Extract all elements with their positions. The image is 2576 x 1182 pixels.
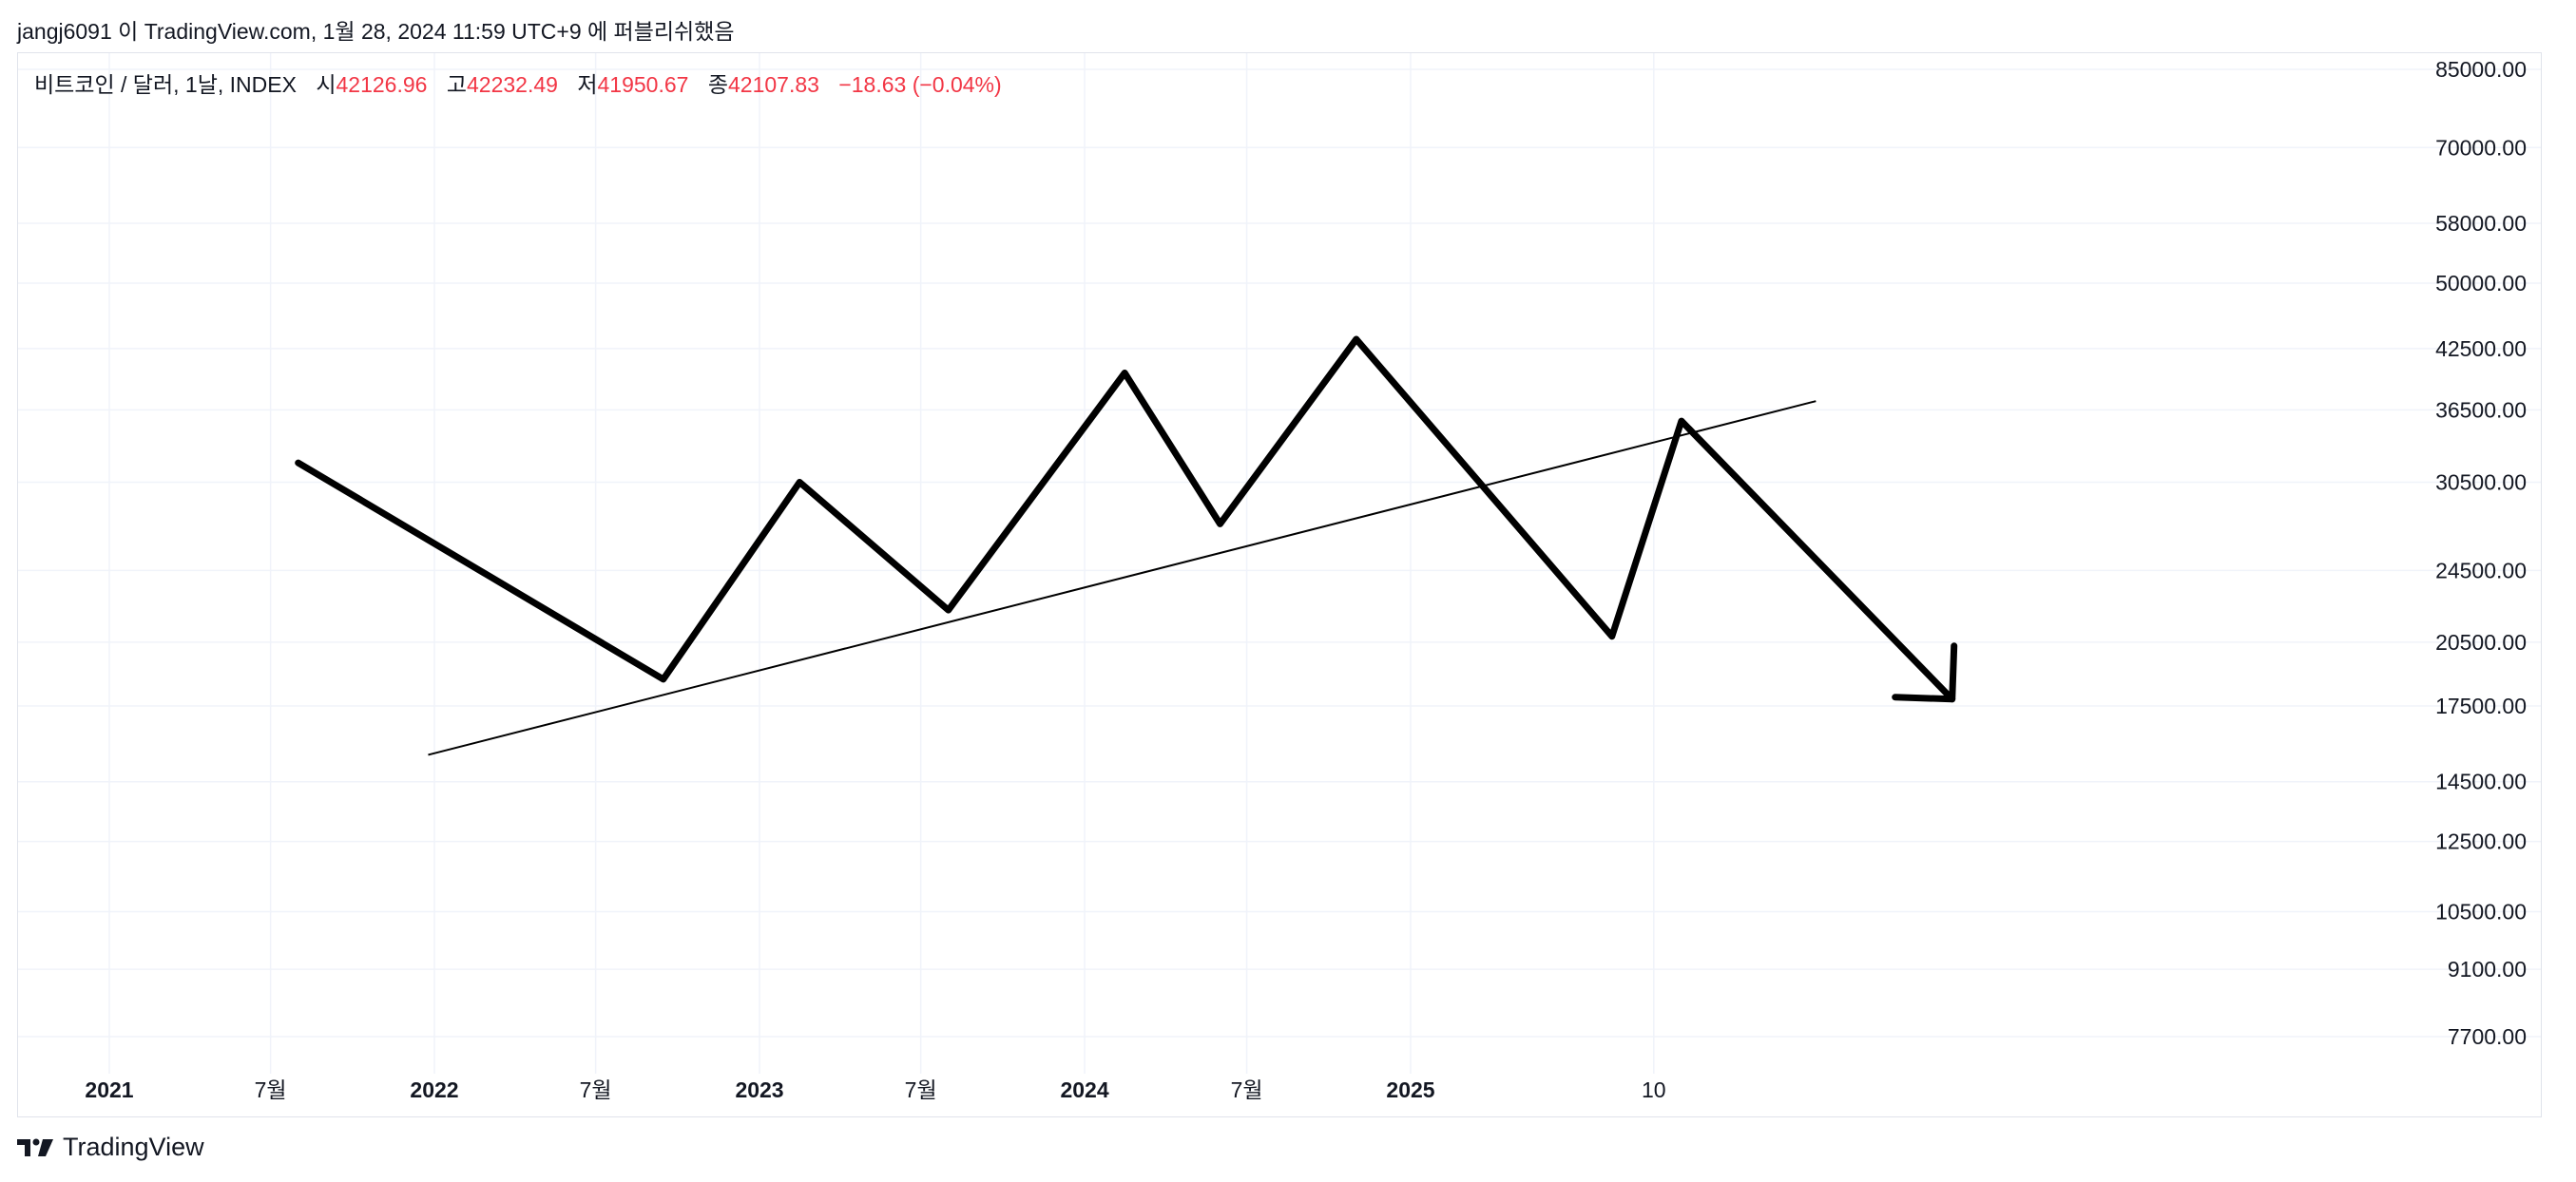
x-tick-label: 7월 xyxy=(580,1077,612,1102)
plot-border xyxy=(17,52,2542,1117)
y-tick-label: 20500.00 xyxy=(2435,630,2527,655)
y-tick-label: 12500.00 xyxy=(2435,829,2527,854)
close-value: 42107.83 xyxy=(728,72,819,97)
chart-canvas[interactable]: 2021 7월 2022 7월 2023 7월 2024 7월 2025 10 85000.00 7… xyxy=(17,52,2576,1117)
x-tick-label: 7월 xyxy=(1231,1077,1263,1102)
y-tick-label: 85000.00 xyxy=(2435,57,2527,82)
x-tick-label: 2021 xyxy=(85,1077,133,1102)
x-tick-label: 2025 xyxy=(1386,1077,1434,1102)
open-value: 42126.96 xyxy=(336,72,428,97)
y-tick-label: 36500.00 xyxy=(2435,397,2527,422)
y-tick-label: 70000.00 xyxy=(2435,135,2527,160)
tradingview-logo[interactable]: TradingView xyxy=(17,1133,204,1162)
y-tick-label: 50000.00 xyxy=(2435,271,2527,296)
symbol-legend: 비트코인 / 달러, 1날, INDEX 시42126.96 고42232.49… xyxy=(34,67,1002,99)
chart-area[interactable]: 2021 7월 2022 7월 2023 7월 2024 7월 2025 10 85000.00 7… xyxy=(17,52,2576,1117)
y-tick-label: 42500.00 xyxy=(2435,336,2527,361)
x-tick-label: 2022 xyxy=(410,1077,458,1102)
projected-path-line xyxy=(295,335,1956,703)
y-tick-label: 58000.00 xyxy=(2435,211,2527,236)
open-label: 시 xyxy=(316,72,336,97)
low-label: 저 xyxy=(577,72,598,97)
grid-lines xyxy=(17,52,2541,1074)
y-tick-label: 7700.00 xyxy=(2448,1024,2527,1049)
y-tick-label: 10500.00 xyxy=(2435,900,2527,925)
x-tick-label: 10 xyxy=(1642,1077,1666,1102)
x-tick-label: 7월 xyxy=(255,1077,287,1102)
y-tick-label: 30500.00 xyxy=(2435,469,2527,494)
y-axis: 85000.00 70000.00 58000.00 50000.00 42500.00… xyxy=(2435,57,2527,1049)
x-tick-label: 2023 xyxy=(735,1077,783,1102)
x-axis: 2021 7월 2022 7월 2023 7월 2024 7월 2025 10 xyxy=(85,1077,1665,1102)
tradingview-brand: TradingView xyxy=(63,1133,204,1161)
high-value: 42232.49 xyxy=(467,72,558,97)
trendline-layer xyxy=(428,400,1817,756)
x-tick-label: 7월 xyxy=(905,1077,937,1102)
tradingview-logo-icon xyxy=(17,1138,53,1156)
close-label: 종 xyxy=(707,72,728,97)
symbol-info: 비트코인 / 달러, 1날, INDEX xyxy=(34,72,297,97)
low-value: 41950.67 xyxy=(597,72,689,97)
x-tick-label: 2024 xyxy=(1060,1077,1108,1102)
change-value: −18.63 (−0.04%) xyxy=(838,72,1002,97)
y-tick-label: 17500.00 xyxy=(2435,694,2527,718)
y-tick-label: 9100.00 xyxy=(2448,957,2527,982)
high-label: 고 xyxy=(446,72,467,97)
arrow-head xyxy=(1892,642,1958,703)
y-tick-label: 24500.00 xyxy=(2435,558,2527,582)
trendline xyxy=(428,400,1817,756)
publish-attribution: jangj6091 이 TradingView.com, 1월 28, 2024… xyxy=(17,19,735,44)
y-tick-label: 14500.00 xyxy=(2435,770,2527,794)
projected-path-layer xyxy=(295,335,1958,703)
